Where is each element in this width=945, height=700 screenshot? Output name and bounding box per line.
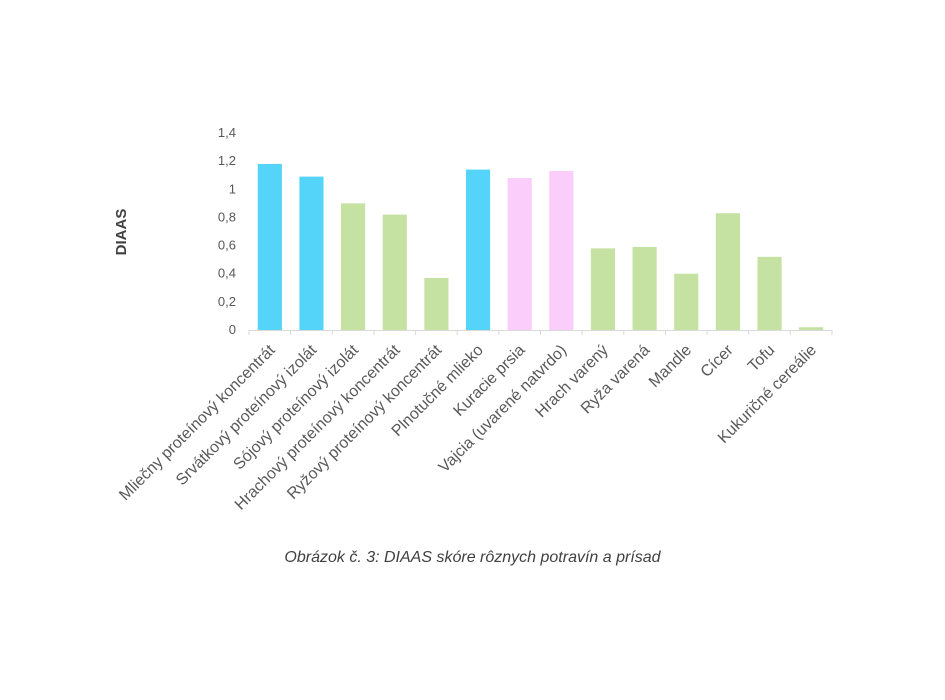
y-tick-label: 1,4 (218, 125, 236, 140)
bar (715, 213, 740, 330)
y-axis-ticks: 0 0,2 0,4 0,6 0,8 1 1,2 1,4 (218, 125, 236, 337)
category-label: Hrach varený (532, 342, 611, 421)
bar (549, 170, 574, 330)
bar (757, 256, 782, 330)
bar (799, 327, 824, 330)
y-tick-label: 0,4 (218, 266, 236, 281)
bar (674, 273, 699, 330)
bar (590, 248, 616, 330)
bar (632, 246, 657, 330)
y-tick-label: 0,2 (218, 294, 236, 309)
bar (257, 163, 282, 330)
y-axis-label: DIAAS (113, 209, 130, 256)
y-tick-label: 0,8 (218, 209, 236, 224)
y-tick-label: 0,6 (218, 238, 236, 253)
bars-group (257, 163, 824, 330)
bar (299, 176, 324, 330)
category-label: Mandle (646, 342, 695, 391)
bar (424, 277, 449, 330)
category-label: Tofu (745, 342, 778, 375)
x-axis-ticks (248, 330, 833, 335)
bar (507, 178, 532, 330)
bar (382, 214, 407, 330)
y-tick-label: 0 (229, 322, 236, 337)
figure-caption: Obrázok č. 3: DIAAS skóre rôznych potrav… (284, 549, 661, 566)
bar (465, 169, 491, 330)
category-label: Cícer (698, 341, 738, 381)
y-tick-label: 1,2 (218, 153, 236, 168)
bar (341, 203, 366, 330)
y-tick-label: 1 (229, 181, 236, 196)
